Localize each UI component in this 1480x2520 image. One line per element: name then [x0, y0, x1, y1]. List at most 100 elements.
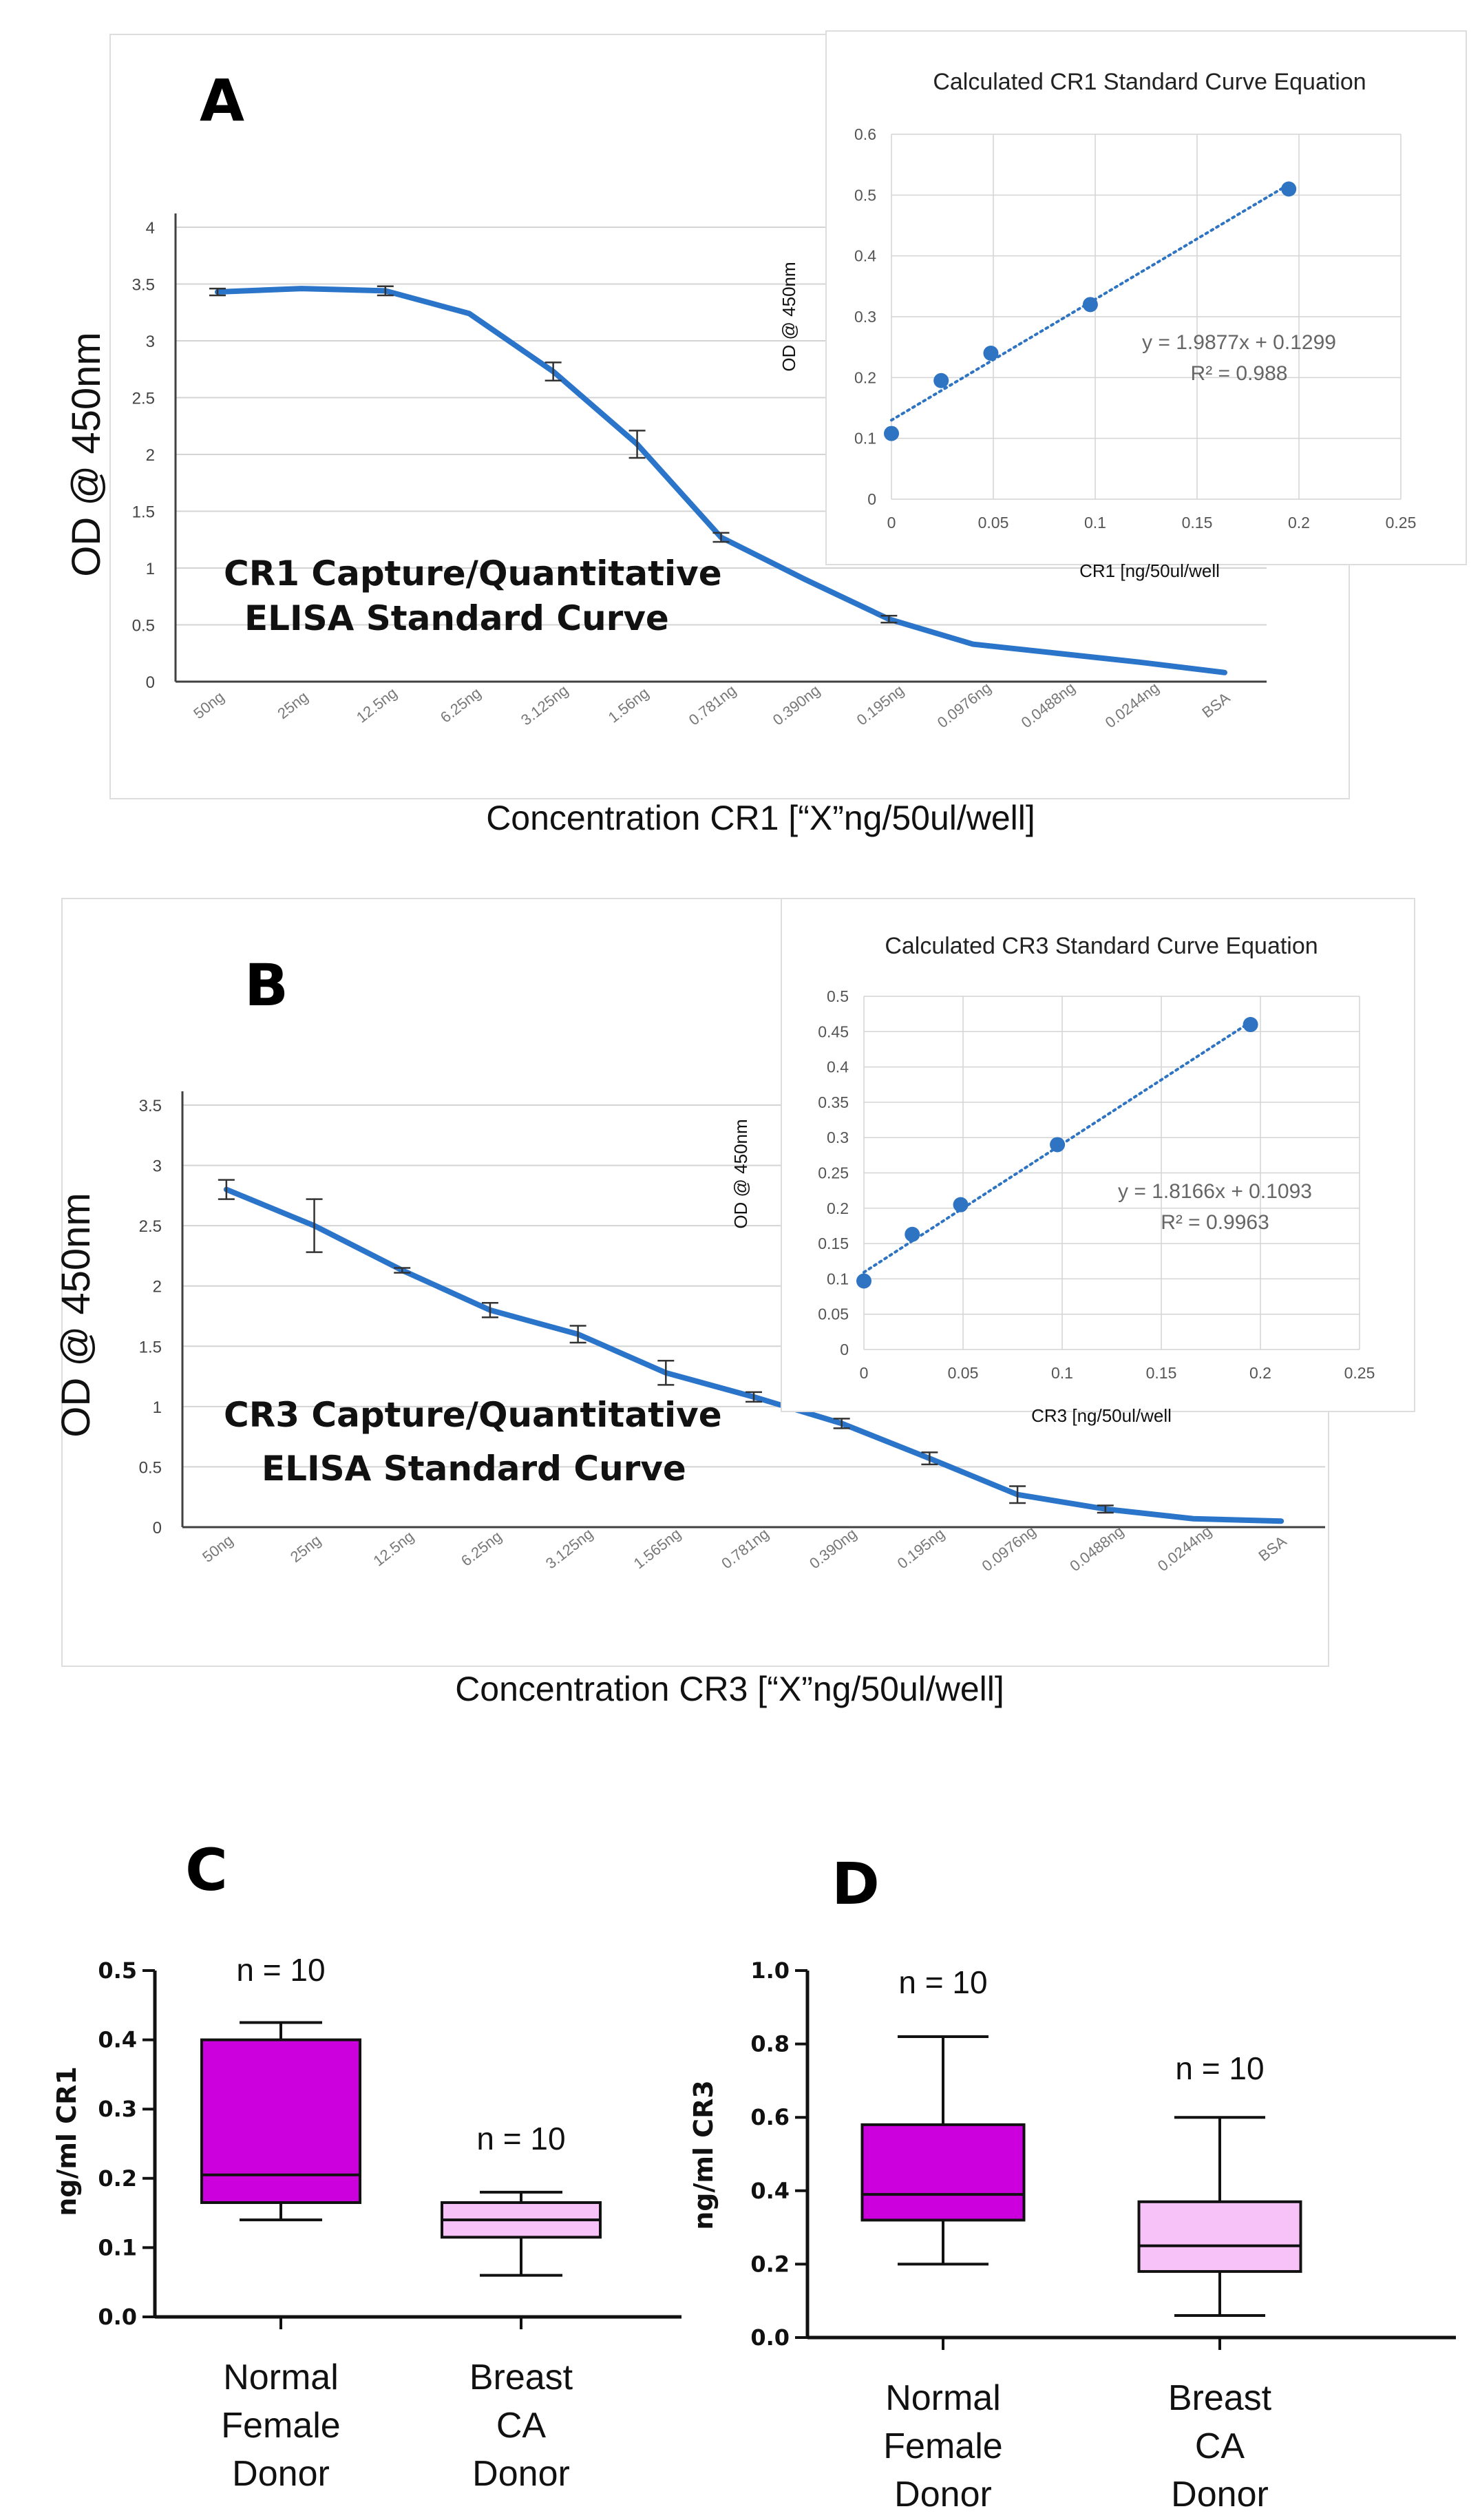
- error-bar: [921, 1451, 938, 1466]
- inset-y-axis-label: OD @ 450nm: [730, 1119, 751, 1228]
- group-label: CA: [1195, 2426, 1245, 2466]
- box: [1137, 2200, 1302, 2274]
- error-bar: [218, 1179, 235, 1200]
- inset-y-tick-label: 0.3: [854, 308, 876, 326]
- inset-x-tick-label: 0.25: [1386, 514, 1417, 532]
- group-label: Female: [883, 2426, 1002, 2466]
- inset-data-point: [1243, 1017, 1258, 1033]
- inset-y-tick-label: 0.05: [818, 1305, 849, 1323]
- inset-y-tick-label: 0.2: [854, 368, 876, 386]
- inset-y-tick-label: 0: [840, 1341, 849, 1358]
- error-bar: [209, 287, 226, 297]
- y-tick-label: 0.4: [98, 2027, 137, 2053]
- inset-data-point: [953, 1197, 969, 1212]
- error-bar: [1009, 1485, 1026, 1504]
- annotation-line: ELISA Standard Curve: [262, 1449, 686, 1489]
- y-tick-label: 4: [146, 219, 155, 238]
- error-bar: [569, 1325, 586, 1344]
- y-tick-label: 0.8: [750, 2031, 790, 2057]
- y-axis-label: ng/ml CR3: [688, 2080, 719, 2230]
- inset-x-tick-label: 0.1: [1084, 514, 1106, 532]
- inset-x-tick-label: 0.05: [978, 514, 1009, 532]
- inset-y-tick-label: 0.25: [818, 1164, 849, 1182]
- y-tick-label: 2: [153, 1278, 162, 1296]
- n-label: n = 10: [476, 2121, 565, 2156]
- inset-y-tick-label: 0.45: [818, 1022, 849, 1040]
- y-tick-label: 2: [146, 446, 155, 465]
- inset-data-point: [933, 372, 949, 388]
- y-tick-label: 0.6: [750, 2104, 790, 2130]
- group-label: Female: [221, 2406, 340, 2446]
- y-tick-label: 3: [146, 333, 155, 351]
- inset-x-tick-label: 0.2: [1249, 1364, 1271, 1382]
- group-label: Donor: [472, 2454, 570, 2494]
- panel-label: C: [185, 1836, 228, 1904]
- y-tick-label: 3: [153, 1157, 162, 1176]
- inset-frame: [825, 30, 1467, 565]
- inset-x-tick-label: 0: [860, 1364, 869, 1382]
- error-bar: [377, 285, 394, 297]
- panel-label: B: [244, 952, 288, 1019]
- error-bar: [545, 361, 562, 381]
- panel-d: 0.0 0.2 0.4 0.6 0.8 1.0 n = 10 Normal Female Dono…: [688, 1850, 1456, 2514]
- box: [860, 2123, 1026, 2222]
- y-tick-label: 1: [153, 1398, 162, 1417]
- error-bar: [657, 1360, 675, 1386]
- y-tick-label: 0.1: [98, 2234, 137, 2260]
- y-tick-label: 0.5: [98, 1957, 137, 1984]
- y-tick-label: 0.0: [750, 2324, 790, 2351]
- x-axis-label: Concentration CR1 [“X”ng/50ul/well]: [486, 799, 1035, 837]
- y-tick-label: 0: [146, 673, 155, 692]
- error-bar: [394, 1267, 411, 1274]
- y-axis-label: OD @ 450nm: [64, 332, 109, 576]
- error-bar: [712, 532, 730, 543]
- y-tick-label: 1.0: [750, 1957, 790, 1984]
- inset-x-tick-label: 0.15: [1182, 514, 1213, 532]
- box: [200, 2038, 361, 2205]
- y-tick-label: 1.5: [132, 503, 155, 522]
- inset-x-axis-label: CR1 [ng/50ul/well: [1079, 560, 1220, 581]
- group-label: Normal: [223, 2358, 339, 2397]
- inset-data-point: [1050, 1137, 1066, 1153]
- inset-data-point: [884, 426, 899, 441]
- panel-label: D: [832, 1850, 880, 1918]
- y-tick-label: 0: [153, 1519, 162, 1537]
- y-tick-label: 1: [146, 560, 155, 578]
- inset-y-tick-label: 0.1: [854, 430, 876, 448]
- y-tick-label: 0.2: [750, 2251, 790, 2277]
- inset-y-tick-label: 0.2: [827, 1199, 849, 1217]
- y-tick-label: 2.5: [132, 390, 155, 408]
- error-bar: [833, 1418, 850, 1429]
- error-bar: [481, 1301, 498, 1319]
- y-tick-label: 0.4: [750, 2178, 790, 2204]
- inset-data-point: [856, 1273, 871, 1289]
- y-tick-label: 3.5: [132, 276, 155, 295]
- annotation-line: ELISA Standard Curve: [244, 598, 669, 638]
- error-bar: [746, 1391, 762, 1403]
- inset-equation: y = 1.9877x + 0.1299: [1142, 331, 1336, 354]
- inset-x-tick-label: 0.2: [1288, 514, 1310, 532]
- group-label: Donor: [894, 2475, 992, 2514]
- inset-r-squared: R² = 0.9963: [1161, 1211, 1269, 1234]
- n-label: n = 10: [898, 1964, 987, 2000]
- inset-equation: y = 1.8166x + 0.1093: [1118, 1180, 1312, 1203]
- y-axis-label: ng/ml CR1: [52, 2066, 82, 2216]
- y-tick-label: 0.5: [132, 617, 155, 636]
- inset-y-tick-label: 0.15: [818, 1235, 849, 1252]
- inset-title: Calculated CR1 Standard Curve Equation: [933, 69, 1366, 95]
- inset-y-tick-label: 0.5: [854, 186, 876, 204]
- inset-y-tick-label: 0.6: [854, 125, 876, 143]
- error-bar: [628, 430, 646, 459]
- x-axis-label: Concentration CR3 [“X”ng/50ul/well]: [455, 1670, 1004, 1708]
- y-tick-label: 0.5: [139, 1458, 162, 1477]
- inset-y-axis-label: OD @ 450nm: [779, 262, 799, 371]
- inset-x-tick-label: 0.25: [1344, 1364, 1375, 1382]
- inset-y-tick-label: 0.3: [827, 1128, 849, 1146]
- y-tick-label: 0.0: [98, 2304, 137, 2330]
- annotation-line: CR3 Capture/Quantitative: [224, 1395, 722, 1435]
- inset-data-point: [1281, 181, 1297, 197]
- inset-y-tick-label: 0.1: [827, 1270, 849, 1288]
